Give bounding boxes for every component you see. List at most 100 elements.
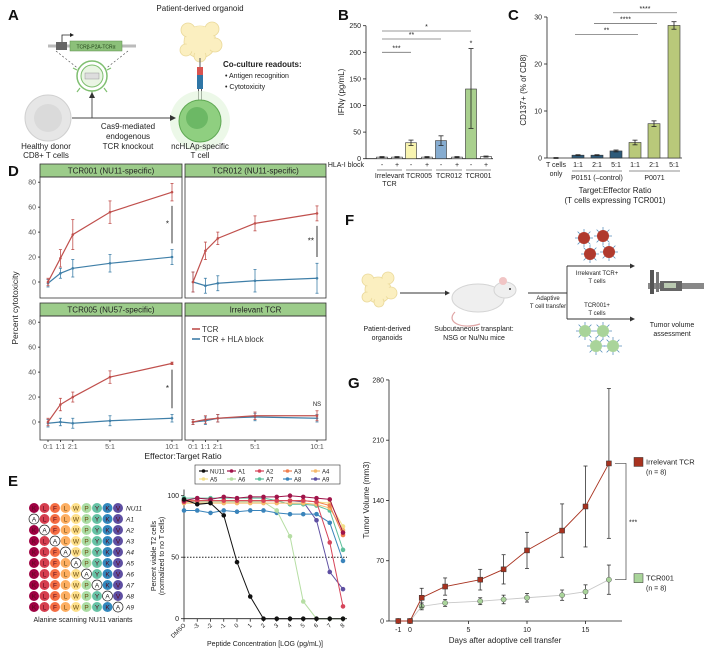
x-tick-label: 5:1 — [250, 444, 260, 451]
residue-letter: L — [64, 506, 68, 513]
data-point-a9 — [314, 518, 319, 523]
residue-circle — [29, 525, 39, 535]
facet-title: TCR012 (NU11-specific) — [212, 167, 299, 176]
data-point — [606, 460, 612, 467]
tcell-cluster-icons — [575, 227, 622, 355]
panel-label-d: D — [8, 163, 19, 180]
data-point-nu11 — [340, 616, 346, 621]
data-point-a1 — [261, 494, 266, 500]
residue-letter: A — [95, 583, 100, 590]
legend-label: A1 — [238, 469, 246, 475]
residue-letter: K — [32, 561, 37, 568]
data-point-a1 — [314, 495, 319, 501]
y-axis-title: (normalized to no T cells) — [159, 517, 166, 595]
residue-letter: A — [105, 594, 110, 601]
residue-letter: P — [84, 517, 88, 524]
residue-circle — [81, 580, 92, 590]
group-label: TCR012 — [436, 173, 462, 180]
residue-circle — [60, 558, 71, 568]
data-point-a8 — [194, 508, 200, 513]
residue-circle — [39, 547, 50, 557]
data-point-a2 — [340, 604, 346, 609]
residue-circle — [81, 568, 92, 580]
y-tick-label: 70 — [376, 558, 384, 565]
x-axis-title: (T cells expressing TCR001) — [564, 196, 665, 205]
data-point — [500, 566, 507, 573]
residue-circle — [81, 602, 92, 612]
residue-circle — [29, 558, 39, 568]
x-tick-label: 2:1 — [68, 444, 78, 451]
tcr001-tcell-icon-spike — [599, 349, 603, 353]
residue-letter: W — [73, 506, 80, 513]
readout-item: • Antigen recognition — [225, 73, 289, 80]
y-tick-label: 60 — [28, 345, 36, 352]
data-point-a2 — [314, 499, 319, 505]
block-point — [170, 255, 174, 259]
tcr001-tcell-icon-spike — [578, 334, 582, 338]
legend-marker — [229, 477, 234, 481]
residue-circle — [50, 580, 60, 590]
tcell-label: T cell — [191, 151, 210, 160]
peptide-name: A2 — [125, 528, 134, 535]
residue-circle — [71, 602, 81, 612]
data-point-nu11 — [194, 502, 200, 507]
residue-letter: P — [84, 539, 88, 546]
facet-panel: Irrelevant TCR 0:1 1:1 2:1 5:1 10:1 NS — [184, 302, 327, 451]
residue-circle — [50, 514, 60, 524]
residue-circle — [60, 514, 71, 524]
x-category-label: 2:1 — [649, 162, 659, 169]
data-point-nu11 — [208, 500, 213, 506]
data-point-a8 — [208, 510, 213, 516]
arrow-head-icon — [630, 263, 635, 269]
residue-circle — [113, 503, 123, 513]
residue-letter: K — [32, 605, 37, 612]
panel-b-ifng-bar-chart: 0 50 100 150 200 250 IFNγ (pg/mL) - + - + - + - + HLA-I… — [328, 23, 493, 188]
residue-circle — [92, 525, 102, 535]
block-point — [204, 284, 207, 288]
hla-block-sign: - — [470, 162, 473, 169]
x-tick-label: 5 — [467, 627, 471, 634]
target-group-label: P0151 (–control) — [571, 175, 623, 182]
residue-circle — [50, 569, 60, 579]
residue-letter: L — [64, 572, 68, 579]
series-line-a6 — [184, 501, 343, 620]
data-point-a3 — [327, 503, 333, 508]
residue-circle — [39, 536, 50, 546]
peptide-name: A1 — [125, 517, 134, 524]
irrelevant-tcell-icon — [584, 248, 596, 260]
data-point-a8 — [327, 520, 333, 526]
tcr001-tcell-icon-spike — [616, 349, 620, 353]
residue-letter: W — [73, 594, 80, 601]
residue-letter: K — [105, 561, 110, 568]
data-point-a2 — [221, 498, 227, 503]
peptide-name: A5 — [125, 561, 134, 568]
vector-construct-icon: TCRβ-P2A-TCRα — [48, 33, 136, 71]
significance-label: *** — [629, 520, 637, 527]
tcr-point — [204, 418, 207, 421]
x-tick-label: -1 — [219, 622, 227, 630]
data-point — [524, 547, 530, 554]
residue-circle — [102, 602, 113, 612]
residue-circle — [113, 547, 123, 557]
residue-circle — [113, 525, 123, 535]
data-point-a2 — [261, 498, 266, 503]
y-tick-label: 200 — [349, 50, 361, 57]
residue-circle — [92, 514, 102, 524]
x-tick-label: 8 — [340, 622, 347, 629]
tcr001-tcell-icon-spike — [606, 334, 610, 338]
legend-label: NU11 — [210, 469, 226, 475]
x-tick-label: -2 — [206, 622, 214, 630]
residue-letter: F — [53, 550, 57, 557]
data-point-a8 — [314, 511, 319, 517]
residue-letter: W — [73, 550, 80, 557]
group-label: TCR — [382, 181, 396, 188]
construct-label: TCRβ-P2A-TCRα — [76, 45, 115, 51]
irrelevant-tcell-icon-spike — [577, 231, 581, 235]
residue-letter: Y — [95, 506, 100, 513]
residue-circle — [50, 558, 60, 568]
data-point-a1 — [194, 495, 200, 501]
residue-letter: K — [32, 583, 37, 590]
y-tick-label: 140 — [372, 498, 384, 505]
significance-label: ** — [604, 27, 610, 34]
residue-letter: K — [105, 583, 110, 590]
